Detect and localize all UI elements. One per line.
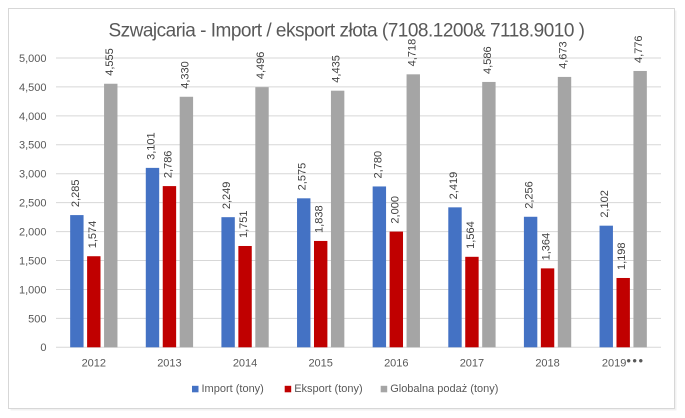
svg-text:1,574: 1,574 — [87, 221, 99, 249]
svg-text:2,780: 2,780 — [372, 151, 384, 179]
svg-text:2,285: 2,285 — [70, 180, 82, 208]
svg-text:2,786: 2,786 — [162, 151, 174, 179]
svg-text:2015: 2015 — [308, 358, 332, 370]
svg-text:2019•••: 2019••• — [602, 353, 645, 370]
svg-text:2,000: 2,000 — [389, 196, 401, 224]
svg-text:2,102: 2,102 — [599, 190, 611, 218]
svg-text:4,330: 4,330 — [179, 61, 191, 89]
svg-text:2,419: 2,419 — [448, 172, 460, 200]
svg-text:4,586: 4,586 — [482, 46, 494, 74]
svg-text:2014: 2014 — [233, 358, 257, 370]
svg-text:3,101: 3,101 — [145, 132, 157, 160]
svg-text:1,500: 1,500 — [19, 255, 47, 267]
svg-text:1,364: 1,364 — [541, 233, 553, 261]
svg-text:4,673: 4,673 — [558, 41, 570, 69]
svg-text:Import (tony): Import (tony) — [202, 383, 264, 395]
svg-text:2,575: 2,575 — [297, 163, 309, 191]
svg-text:1,838: 1,838 — [314, 205, 326, 233]
svg-text:3,000: 3,000 — [19, 169, 47, 181]
svg-text:2012: 2012 — [82, 358, 106, 370]
svg-text:Eksport (tony): Eksport (tony) — [294, 383, 362, 395]
svg-text:2,256: 2,256 — [524, 181, 536, 209]
svg-text:2016: 2016 — [384, 358, 408, 370]
svg-text:0: 0 — [40, 342, 46, 354]
svg-text:2013: 2013 — [157, 358, 181, 370]
svg-text:2,249: 2,249 — [221, 182, 233, 210]
svg-text:2,000: 2,000 — [19, 226, 47, 238]
svg-text:2,500: 2,500 — [19, 198, 47, 210]
svg-text:5,000: 5,000 — [19, 53, 47, 65]
svg-text:4,718: 4,718 — [406, 39, 418, 67]
svg-text:4,500: 4,500 — [19, 82, 47, 94]
svg-text:1,000: 1,000 — [19, 284, 47, 296]
svg-text:4,496: 4,496 — [255, 52, 267, 80]
svg-text:4,000: 4,000 — [19, 111, 47, 123]
svg-text:1,751: 1,751 — [238, 210, 250, 238]
svg-text:500: 500 — [28, 313, 46, 325]
svg-text:2018: 2018 — [535, 358, 559, 370]
svg-text:4,555: 4,555 — [104, 48, 116, 76]
svg-text:4,776: 4,776 — [633, 35, 645, 63]
svg-text:3,500: 3,500 — [19, 140, 47, 152]
svg-text:Szwajcaria - Import / eksport: Szwajcaria - Import / eksport złota (710… — [108, 21, 584, 42]
svg-text:1,198: 1,198 — [616, 242, 628, 270]
svg-text:2017: 2017 — [460, 358, 484, 370]
svg-text:4,435: 4,435 — [331, 55, 343, 83]
svg-text:Globalna podaż (tony): Globalna podaż (tony) — [390, 383, 498, 395]
svg-text:1,564: 1,564 — [465, 221, 477, 249]
